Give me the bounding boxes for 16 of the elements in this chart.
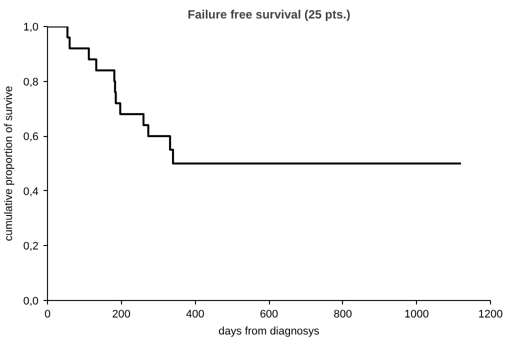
y-tick-label: 0,8 bbox=[23, 76, 39, 88]
x-tick-label: 600 bbox=[260, 308, 278, 320]
y-tick-label: 0,2 bbox=[23, 240, 39, 253]
y-axis-title: cumulative proportion of survive bbox=[3, 86, 16, 242]
x-tick-label: 1000 bbox=[404, 308, 429, 320]
y-tick-label: 0,4 bbox=[23, 186, 39, 198]
x-tick-label: 1200 bbox=[478, 308, 503, 320]
y-tick-label: 0,6 bbox=[23, 131, 39, 144]
y-tick-label: 1,0 bbox=[23, 22, 39, 34]
x-axis-title: days from diagnosys bbox=[218, 326, 320, 338]
x-tick-label: 400 bbox=[186, 308, 204, 320]
x-tick-label: 800 bbox=[334, 308, 352, 320]
y-tick-label: 0,0 bbox=[23, 296, 39, 308]
x-tick-label: 0 bbox=[44, 308, 51, 320]
chart-title: Failure free survival (25 pts.) bbox=[188, 8, 350, 22]
x-tick-label: 200 bbox=[112, 308, 131, 320]
